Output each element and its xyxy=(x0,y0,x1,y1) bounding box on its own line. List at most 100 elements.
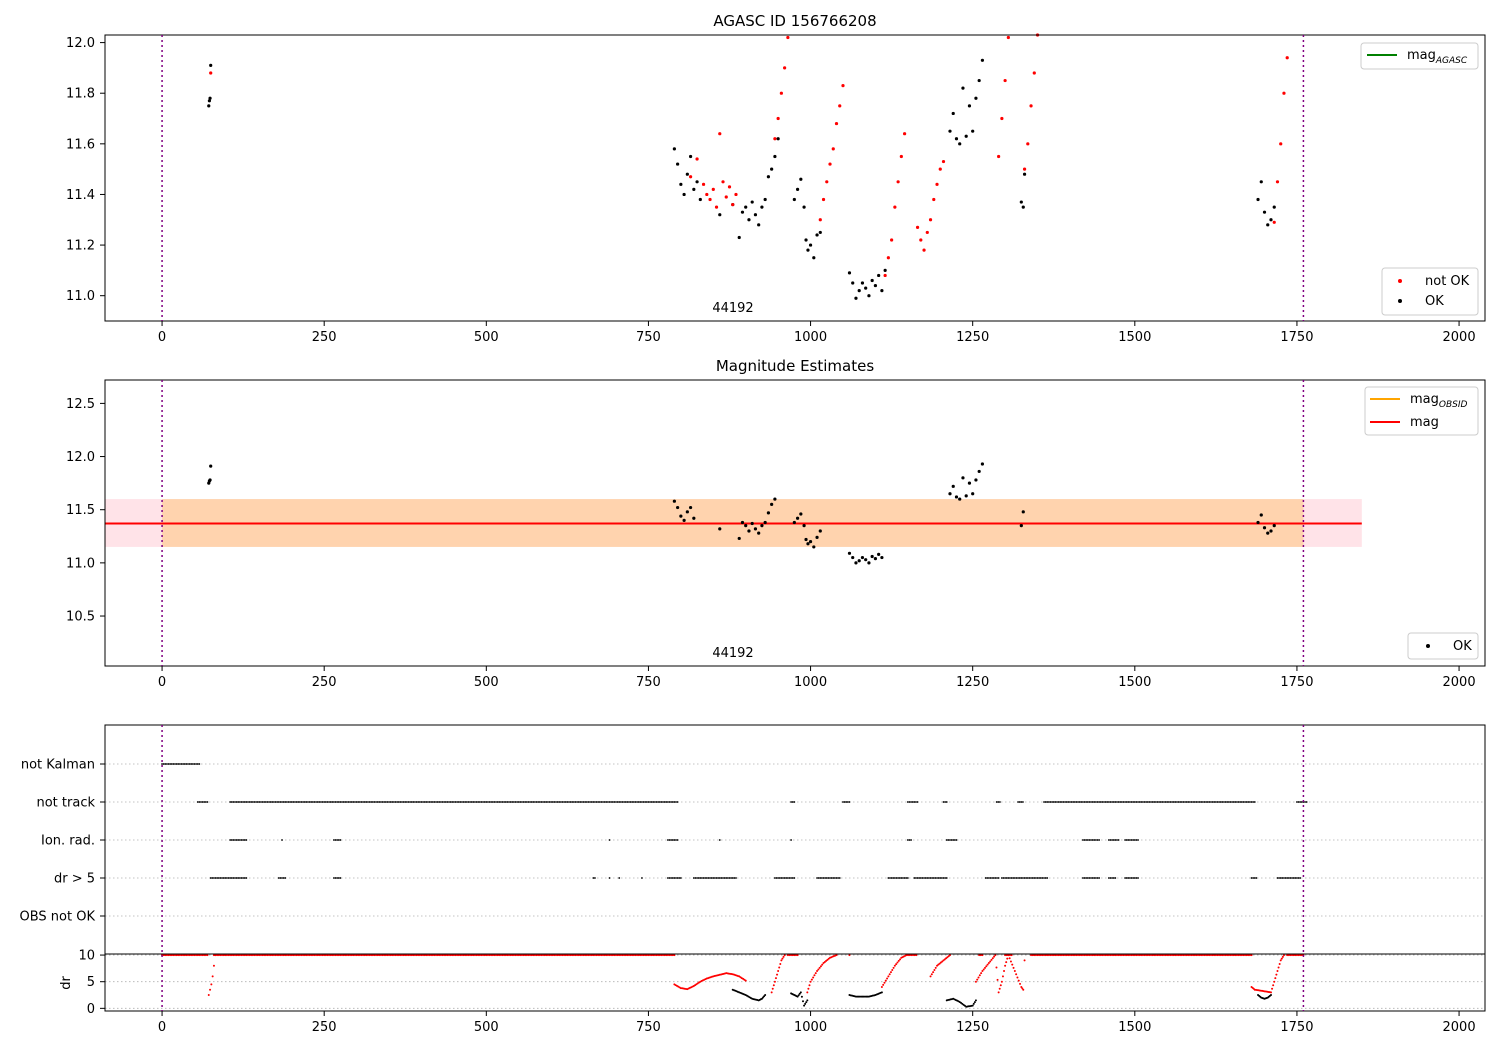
flag-point-ion-rad xyxy=(1091,839,1094,841)
flag-point-dr-5 xyxy=(1036,877,1039,879)
dr-point-not-ok xyxy=(1235,954,1238,957)
flag-point-not-track xyxy=(603,801,606,803)
dr-point-not-ok xyxy=(774,977,777,980)
dr-point-not-ok xyxy=(326,954,329,957)
dr-point-not-ok xyxy=(1232,954,1235,957)
flag-point-not-track xyxy=(537,801,540,803)
flag-point-not-track xyxy=(1116,801,1118,803)
dr-point-not-ok xyxy=(1096,954,1099,957)
flag-point-dr-5 xyxy=(936,877,938,879)
dr-point-not-ok xyxy=(1034,954,1037,957)
dr-point-not-ok xyxy=(546,954,549,957)
flag-point-dr-5 xyxy=(1025,877,1028,879)
dr-point-not-ok xyxy=(323,954,326,957)
flag-point-not-track xyxy=(264,801,267,803)
panel-1-xtick-label: 1500 xyxy=(1118,330,1151,345)
flag-point-not-track xyxy=(1154,801,1157,803)
panel-1-ytick-label: 11.2 xyxy=(66,239,95,254)
flag-point-not-track xyxy=(632,801,635,803)
flag-point-dr-5 xyxy=(701,877,703,879)
flag-point-not-kalman xyxy=(183,763,186,765)
dr-point-not-ok xyxy=(671,954,674,957)
panel-1-point-ok xyxy=(208,96,212,100)
flag-point-not-track xyxy=(535,801,538,803)
flag-point-not-kalman xyxy=(169,763,172,765)
panel-1-point-not-ok xyxy=(1285,56,1289,60)
dr-point-not-ok xyxy=(263,954,266,957)
dr-point-not-ok xyxy=(1022,988,1025,991)
dr-point-not-ok xyxy=(1041,954,1044,957)
flag-point-dr-5 xyxy=(211,877,214,879)
dr-point-not-ok xyxy=(182,954,185,957)
panel-2-xtick-label: 250 xyxy=(312,675,337,690)
flag-point-not-track xyxy=(328,801,330,803)
panel-2-point-ok xyxy=(806,542,810,546)
dr-point-not-ok xyxy=(222,954,225,957)
dr-point-not-ok xyxy=(1287,954,1290,957)
flag-point-dr-5 xyxy=(728,877,731,879)
dr-point-not-ok xyxy=(242,954,245,957)
panel-1-point-not-ok xyxy=(838,104,842,108)
dr-point-not-ok xyxy=(551,954,554,957)
panel-1-point-ok xyxy=(753,213,758,217)
dr-point-not-ok xyxy=(368,954,371,957)
flag-point-not-track xyxy=(551,801,554,803)
dr-point-not-ok xyxy=(655,954,658,957)
dr-point-not-ok xyxy=(809,980,812,983)
flag-point-not-track xyxy=(639,801,642,803)
panel-1-point-ok xyxy=(802,205,806,209)
flag-point-dr-5 xyxy=(838,877,841,879)
flag-point-not-track xyxy=(350,801,353,803)
flag-point-not-track xyxy=(1103,801,1105,803)
dr-point-not-ok xyxy=(1120,954,1123,957)
flag-point-not-track xyxy=(572,801,575,803)
dr-point-not-ok xyxy=(582,954,585,957)
flag-point-not-track xyxy=(607,801,609,803)
dr-point-not-ok xyxy=(790,954,793,957)
dr-point-not-ok xyxy=(997,991,1000,994)
dr-point-not-ok xyxy=(460,954,463,957)
dr-point-not-ok xyxy=(1174,954,1177,957)
panel-2-point-ok xyxy=(951,484,955,488)
flag-point-not-track xyxy=(556,801,559,803)
dr-point-not-ok xyxy=(240,954,243,957)
panel-1-point-ok xyxy=(880,289,884,293)
flag-point-dr-5 xyxy=(1281,877,1284,879)
dr-point-not-ok xyxy=(1064,954,1067,957)
flag-point-not-track xyxy=(305,801,308,803)
panel-2-point-ok xyxy=(873,557,878,561)
dr-point-not-ok xyxy=(1001,975,1004,978)
dr-point-not-ok xyxy=(195,954,198,957)
dr-point-not-ok xyxy=(512,954,515,957)
flag-point-not-track xyxy=(945,801,948,803)
dr-point-not-ok xyxy=(221,954,224,957)
dr-point-not-ok xyxy=(268,954,271,957)
flag-point-not-track xyxy=(790,801,793,803)
flag-point-ion-rad xyxy=(1133,839,1136,841)
dr-point-not-ok xyxy=(478,954,481,957)
flag-point-not-track xyxy=(393,801,395,803)
flag-point-dr-5 xyxy=(699,877,702,879)
panel-2-point-ok xyxy=(763,520,767,525)
flag-point-not-track xyxy=(1221,801,1224,803)
panel-2-point-ok xyxy=(847,551,852,555)
panel-1-point-not-ok xyxy=(1029,104,1033,108)
dr-point-not-ok xyxy=(889,971,892,974)
dr-point-not-ok xyxy=(415,954,418,957)
panel-2-xtick-label: 500 xyxy=(474,675,499,690)
flag-point-not-track xyxy=(384,801,387,803)
dr-point-not-ok xyxy=(618,954,621,957)
flag-point-dr-5 xyxy=(1012,877,1015,879)
flag-point-dr-5 xyxy=(725,877,728,879)
dr-point-not-ok xyxy=(990,958,993,961)
flag-point-dr-5 xyxy=(235,877,238,879)
dr-point-not-ok xyxy=(813,974,816,977)
dr-point-not-ok xyxy=(185,954,188,957)
flag-point-not-track xyxy=(394,801,397,803)
flag-point-not-track xyxy=(423,801,426,803)
dr-point-not-ok xyxy=(608,954,611,957)
flag-point-dr-5 xyxy=(1033,877,1036,879)
flag-point-not-track xyxy=(1249,801,1251,803)
panel-1-xtick-label: 750 xyxy=(636,330,661,345)
flag-point-not-track xyxy=(517,801,520,803)
